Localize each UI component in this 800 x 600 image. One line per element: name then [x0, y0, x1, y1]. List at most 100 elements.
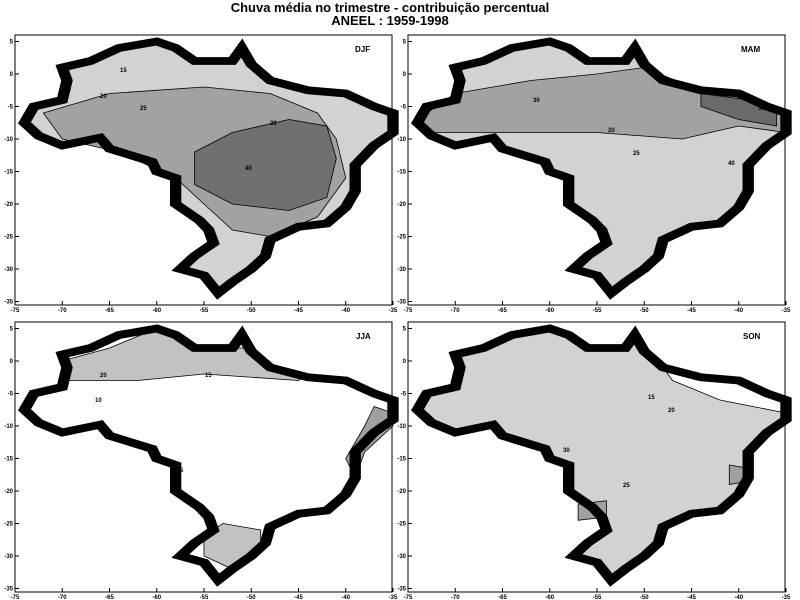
y-tick-label: -20 [4, 202, 13, 208]
y-tick-label: -10 [4, 424, 13, 430]
y-tick-label: 5 [10, 40, 14, 46]
panel-label: SON [743, 332, 761, 341]
contour-label: 25 [633, 151, 640, 157]
map [417, 42, 786, 294]
y-tick-label: -15 [4, 457, 13, 463]
y-tick-label: 5 [403, 327, 407, 333]
x-tick-label: -70 [58, 308, 67, 314]
x-tick-label: -35 [389, 308, 398, 314]
contour-label: 20 [100, 373, 107, 379]
contour-label: 20 [100, 94, 107, 100]
contour-label: 20 [668, 408, 675, 414]
y-tick-label: -20 [397, 489, 406, 495]
y-tick-label: -25 [4, 235, 13, 241]
y-tick-label: -20 [397, 202, 406, 208]
y-tick-label: -25 [4, 522, 13, 528]
x-tick-label: -40 [734, 595, 743, 600]
y-tick-label: -10 [397, 137, 406, 143]
x-tick-label: -55 [593, 595, 602, 600]
panel-label: DJF [355, 45, 370, 54]
title-line: ANEEL : 1959-1998 [331, 13, 449, 28]
y-tick-label: -5 [401, 105, 407, 111]
x-tick-label: -75 [11, 595, 20, 600]
x-tick-label: -40 [341, 595, 350, 600]
x-tick-label: -50 [247, 308, 256, 314]
x-tick-label: -65 [498, 308, 507, 314]
x-tick-label: -65 [105, 308, 114, 314]
x-tick-label: -50 [640, 595, 649, 600]
x-tick-label: -35 [782, 595, 791, 600]
panel-label: JJA [356, 332, 371, 341]
x-tick-label: -75 [404, 308, 413, 314]
contour-label: 15 [205, 373, 212, 379]
y-tick-label: 0 [403, 72, 407, 78]
y-tick-label: -35 [4, 300, 13, 306]
y-tick-label: -10 [397, 424, 406, 430]
x-tick-label: -45 [294, 308, 303, 314]
x-tick-label: -70 [451, 595, 460, 600]
x-tick-label: -35 [782, 308, 791, 314]
map [417, 329, 786, 581]
contour-label: 40 [728, 161, 735, 167]
y-tick-label: -35 [397, 587, 406, 593]
x-tick-label: -60 [545, 595, 554, 600]
y-tick-label: -35 [4, 587, 13, 593]
y-tick-label: -25 [397, 235, 406, 241]
y-tick-label: -10 [4, 137, 13, 143]
contour-label: 25 [623, 483, 630, 489]
x-tick-label: -40 [341, 308, 350, 314]
y-tick-label: 0 [10, 72, 14, 78]
map [24, 329, 393, 581]
x-tick-label: -75 [11, 308, 20, 314]
contour-label: 15 [648, 395, 655, 401]
y-tick-label: -20 [4, 489, 13, 495]
y-tick-label: -30 [397, 267, 406, 273]
y-tick-label: -15 [397, 170, 406, 176]
y-tick-label: -5 [8, 105, 14, 111]
x-tick-label: -50 [640, 308, 649, 314]
title-line: Chuva média no trimestre - contribuição … [231, 0, 550, 15]
x-tick-label: -60 [545, 308, 554, 314]
y-tick-label: -30 [4, 554, 13, 560]
x-tick-label: -60 [152, 595, 161, 600]
contour-label: 30 [533, 98, 540, 104]
y-tick-label: -5 [401, 392, 407, 398]
x-tick-label: -40 [734, 308, 743, 314]
panel: JJA 15 10 5 20 10 5 0 -5 -10 -15 -20 -25 -30 -35… [4, 321, 398, 600]
x-tick-label: -55 [200, 308, 209, 314]
x-tick-label: -65 [105, 595, 114, 600]
y-tick-label: -30 [4, 267, 13, 273]
x-tick-label: -70 [451, 308, 460, 314]
x-tick-label: -60 [152, 308, 161, 314]
contour-label: 30 [563, 448, 570, 454]
panel: SON 20 15 25 30 15 5 0 -5 -10 -15 -20 -25 -30 -3… [397, 321, 791, 600]
contour-label: 15 [713, 378, 720, 384]
x-tick-label: -45 [294, 595, 303, 600]
panel: MAM 30 20 25 40 35 5 0 -5 -10 -15 -20 -25 -30 -3… [397, 34, 791, 314]
contour-label: 20 [608, 128, 615, 134]
x-tick-label: -55 [200, 595, 209, 600]
y-tick-label: -25 [397, 522, 406, 528]
y-tick-label: -5 [8, 392, 14, 398]
contour-label: 40 [245, 166, 252, 172]
x-tick-label: -75 [404, 595, 413, 600]
y-tick-label: 0 [403, 359, 407, 365]
y-tick-label: -30 [397, 554, 406, 560]
contour-label: 25 [140, 106, 147, 112]
y-tick-label: 0 [10, 359, 14, 365]
x-tick-label: -45 [687, 595, 696, 600]
panel: DJF 15 20 25 40 30 5 0 -5 -10 -15 -20 -25 -30 -3… [4, 34, 398, 314]
map [24, 42, 393, 294]
y-tick-label: -15 [4, 170, 13, 176]
contour-label: 15 [120, 68, 127, 74]
y-tick-label: -35 [397, 300, 406, 306]
y-tick-label: 5 [403, 40, 407, 46]
contour-label: 10 [180, 495, 187, 501]
x-tick-label: -35 [389, 595, 398, 600]
x-tick-label: -45 [687, 308, 696, 314]
x-tick-label: -55 [593, 308, 602, 314]
contour-label: 10 [95, 398, 102, 404]
y-tick-label: 5 [10, 327, 14, 333]
contour-label: 5 [180, 468, 184, 474]
